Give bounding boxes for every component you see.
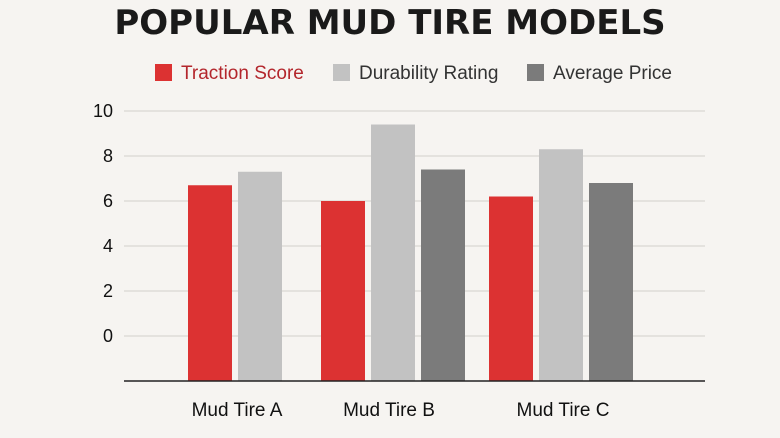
y-tick-label: 6 xyxy=(103,191,113,211)
y-tick-label: 0 xyxy=(103,326,113,346)
bar-average-price-mud-tire-c xyxy=(589,183,633,381)
legend-label: Average Price xyxy=(553,63,672,84)
y-tick-label: 2 xyxy=(103,281,113,301)
bar-average-price-mud-tire-b xyxy=(421,169,465,381)
legend-item-average-price: Average Price xyxy=(527,63,672,84)
legend-swatch xyxy=(527,64,544,81)
legend-item-traction-score: Traction Score xyxy=(155,63,304,84)
y-tick-label: 10 xyxy=(93,101,113,121)
legend-label: Durability Rating xyxy=(359,63,498,84)
bar-group-mud-tire-a xyxy=(188,171,282,381)
legend-swatch xyxy=(155,64,172,81)
legend-item-durability-rating: Durability Rating xyxy=(333,63,498,84)
bar-traction-score-mud-tire-a xyxy=(188,185,232,381)
bar-group-mud-tire-c xyxy=(489,149,633,381)
bar-traction-score-mud-tire-c xyxy=(489,196,533,381)
bar-traction-score-mud-tire-b xyxy=(321,201,365,381)
chart-title: POPULAR MUD TIRE MODELS xyxy=(114,3,665,43)
bars xyxy=(188,124,633,381)
y-tick-label: 8 xyxy=(103,146,113,166)
x-category-label: Mud Tire A xyxy=(192,400,283,421)
x-category-label: Mud Tire B xyxy=(343,400,435,421)
bar-durability-rating-mud-tire-a xyxy=(238,171,282,381)
legend: Traction Score Durability Rating Average P… xyxy=(155,63,672,84)
y-tick-label: 4 xyxy=(103,236,113,256)
bar-group-mud-tire-b xyxy=(321,124,465,381)
bar-durability-rating-mud-tire-b xyxy=(371,124,415,381)
x-category-label: Mud Tire C xyxy=(517,400,610,421)
bar-durability-rating-mud-tire-c xyxy=(539,149,583,381)
legend-swatch xyxy=(333,64,350,81)
legend-label: Traction Score xyxy=(181,63,304,84)
y-axis-ticks: 10 8 6 4 2 0 xyxy=(93,101,113,346)
x-axis-categories: Mud Tire A Mud Tire B Mud Tire C xyxy=(192,400,610,421)
